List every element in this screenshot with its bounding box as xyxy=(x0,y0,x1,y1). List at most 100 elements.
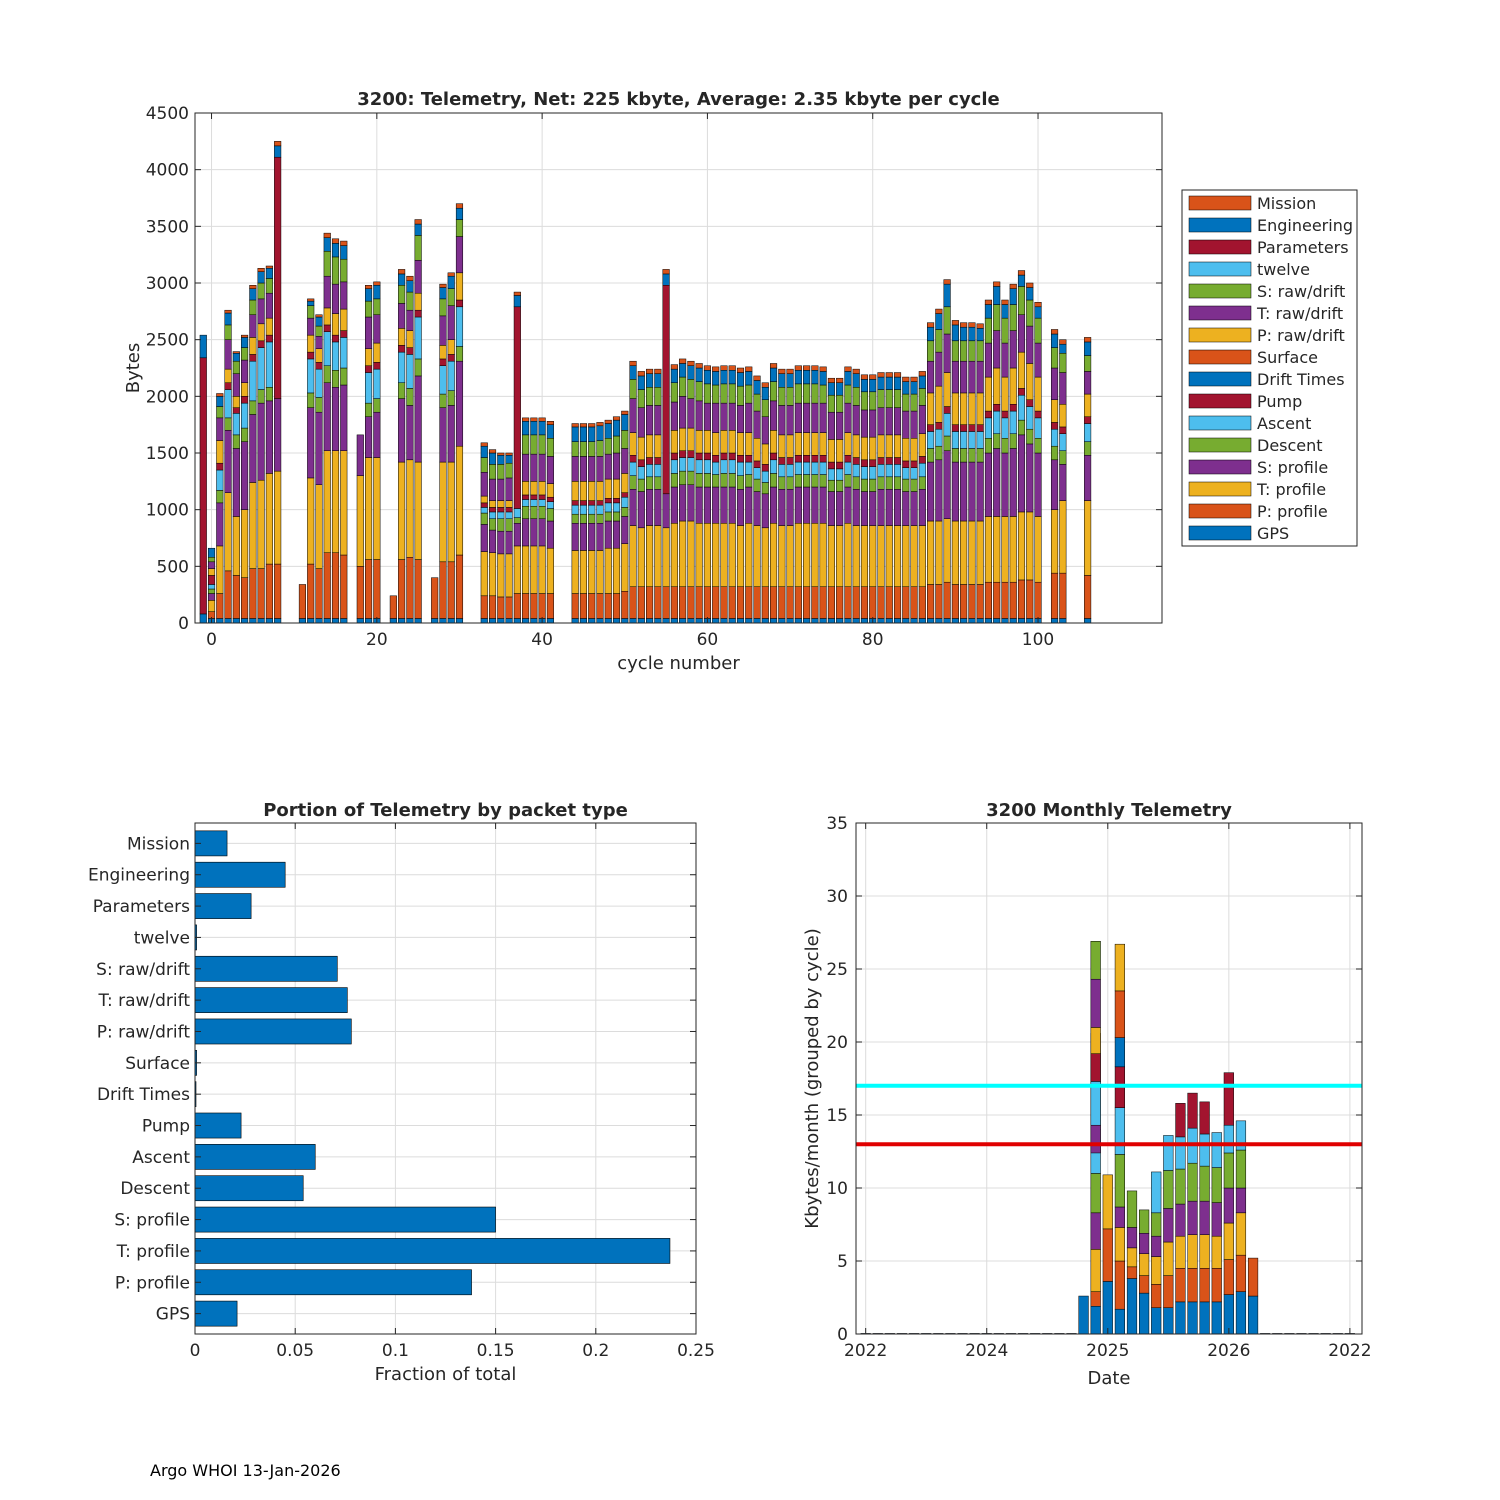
telemetry-xtick-label: 60 xyxy=(697,630,719,650)
telemetry-bar-segment xyxy=(596,504,604,515)
telemetry-bar-segment xyxy=(976,340,984,362)
telemetry-bar-segment xyxy=(943,450,951,519)
telemetry-bar-segment xyxy=(621,448,629,474)
telemetry-bar-segment xyxy=(530,545,538,594)
telemetry-bar-segment xyxy=(736,618,745,624)
telemetry-bar-segment xyxy=(1050,459,1059,510)
telemetry-bar-segment xyxy=(728,365,736,371)
telemetry-bar-segment xyxy=(687,520,695,587)
telemetry-bar-segment xyxy=(323,237,331,252)
telemetry-bar-segment xyxy=(968,392,976,425)
telemetry-bar-segment xyxy=(365,618,373,624)
telemetry-bar-segment xyxy=(687,450,695,458)
telemetry-bar-segment xyxy=(356,618,364,624)
telemetry-bar-segment xyxy=(893,464,902,478)
telemetry-bar-segment xyxy=(993,286,1001,305)
telemetry-bar-segment xyxy=(902,376,910,382)
legend-label: S: profile xyxy=(1257,458,1328,477)
telemetry-bar-segment xyxy=(439,393,447,408)
fraction-axes-box xyxy=(194,822,697,1335)
monthly-bar-segment xyxy=(1114,990,1125,1038)
telemetry-bar-segment xyxy=(852,464,860,478)
telemetry-bar-segment xyxy=(1009,283,1017,289)
telemetry-bar-segment xyxy=(596,513,604,524)
telemetry-bar-segment xyxy=(315,314,323,318)
telemetry-bar-segment xyxy=(844,455,852,463)
telemetry-bar-segment xyxy=(778,434,786,458)
telemetry-bar-segment xyxy=(579,550,588,594)
telemetry-bar-segment xyxy=(373,281,381,286)
telemetry-bar-segment xyxy=(712,461,720,475)
telemetry-bar-segment xyxy=(241,337,249,348)
telemetry-bar-segment xyxy=(761,387,769,400)
telemetry-bar-segment xyxy=(662,618,670,624)
telemetry-bar-segment xyxy=(265,473,273,565)
telemetry-bar-segment xyxy=(637,586,645,619)
telemetry-bar-segment xyxy=(480,445,488,458)
telemetry-bar-segment xyxy=(447,305,455,340)
telemetry-bar-segment xyxy=(323,251,331,277)
telemetry-bar-segment xyxy=(530,453,538,482)
monthly-bar-segment xyxy=(1223,1187,1234,1224)
monthly-bars xyxy=(860,941,1355,1335)
telemetry-bar-segment xyxy=(670,586,678,619)
fraction-bars xyxy=(194,830,671,1327)
fraction-bar xyxy=(194,1269,472,1296)
telemetry-bar-segment xyxy=(720,618,728,624)
telemetry-bar-segment xyxy=(365,316,373,349)
telemetry-bar-segment xyxy=(207,593,216,601)
telemetry-bar-segment xyxy=(1059,572,1067,619)
telemetry-bar-segment xyxy=(571,618,579,624)
telemetry-bar-segment xyxy=(646,434,654,458)
monthly-bar-segment xyxy=(1199,1234,1210,1269)
telemetry-bar-segment xyxy=(1001,376,1009,412)
telemetry-bar-segment xyxy=(447,405,455,463)
telemetry-bar-segment xyxy=(1026,299,1034,327)
telemetry-bar-segment xyxy=(637,375,645,390)
fraction-category-label: Mission xyxy=(127,834,190,854)
telemetry-bar-segment xyxy=(480,502,488,508)
telemetry-bar-segment xyxy=(670,459,678,474)
telemetry-bar-segment xyxy=(232,434,240,449)
telemetry-bar-segment xyxy=(695,381,703,402)
telemetry-bar-segment xyxy=(596,422,604,427)
telemetry-bar-segment xyxy=(679,618,687,624)
telemetry-bar-segment xyxy=(654,405,662,436)
telemetry-bar-segment xyxy=(455,554,464,619)
telemetry-bar-segment xyxy=(232,396,240,408)
telemetry-bar-segment xyxy=(984,304,992,319)
telemetry-bar-segment xyxy=(811,586,819,619)
telemetry-bar-segment xyxy=(249,288,257,301)
telemetry-bar-segment xyxy=(910,491,918,526)
telemetry-bar-segment xyxy=(1009,367,1017,405)
telemetry-bar-segment xyxy=(910,381,918,395)
telemetry-bar-segment xyxy=(1084,341,1092,356)
monthly-bar-segment xyxy=(1175,1268,1186,1303)
telemetry-bar-segment xyxy=(745,486,753,524)
telemetry-bar-segment xyxy=(703,523,711,587)
telemetry-ytick-label: 3500 xyxy=(146,217,189,237)
telemetry-bar-segment xyxy=(869,586,877,619)
telemetry-bar-segment xyxy=(786,387,794,406)
telemetry-bar-segment xyxy=(761,443,769,465)
telemetry-bar-segment xyxy=(480,507,488,514)
telemetry-ytick-label: 3000 xyxy=(146,274,189,294)
monthly-bar-segment xyxy=(1199,1268,1210,1303)
telemetry-ytick-label: 4000 xyxy=(146,161,189,181)
telemetry-bar-segment xyxy=(356,566,364,619)
telemetry-bar-segment xyxy=(406,388,414,406)
monthly-bar-segment xyxy=(1102,1228,1113,1282)
telemetry-bar-segment xyxy=(662,273,670,286)
telemetry-bar-segment xyxy=(803,370,811,385)
monthly-bar-segment xyxy=(1139,1292,1150,1335)
telemetry-bar-segment xyxy=(439,345,447,360)
telemetry-bar-segment xyxy=(679,363,687,378)
telemetry-bar-segment xyxy=(877,457,885,465)
telemetry-bar-segment xyxy=(695,523,703,587)
telemetry-bar-segment xyxy=(918,375,926,389)
monthly-ylabel: Kbytes/month (grouped by cycle) xyxy=(802,928,823,1228)
telemetry-bar-segment xyxy=(794,474,802,488)
telemetry-bar-segment xyxy=(993,433,1001,449)
telemetry-bar-segment xyxy=(778,525,786,587)
monthly-ytick-label: 25 xyxy=(826,960,848,980)
